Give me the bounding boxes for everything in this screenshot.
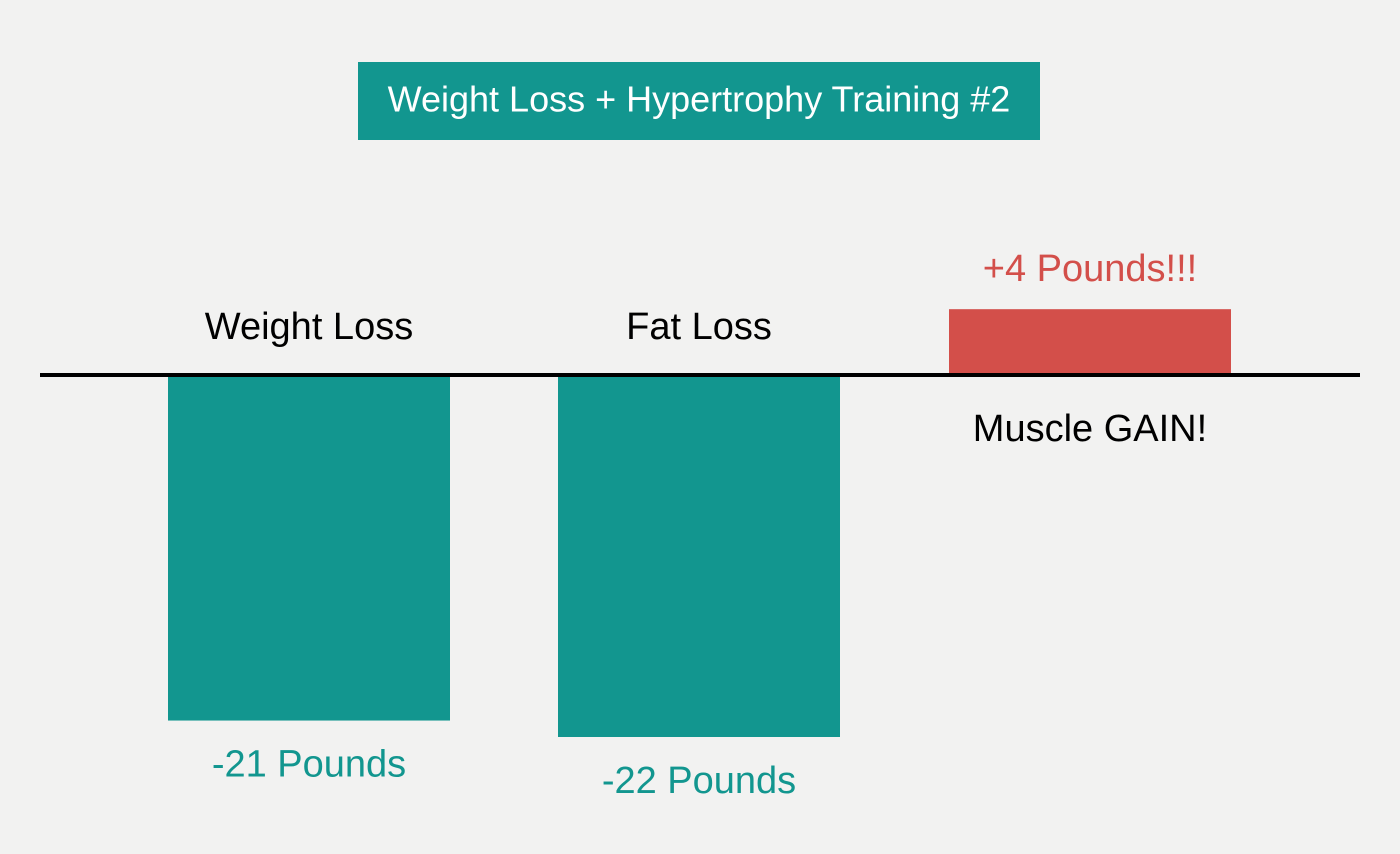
value-label: -21 Pounds: [212, 744, 406, 786]
category-label: Weight Loss: [205, 306, 413, 348]
chart-title: Weight Loss + Hypertrophy Training #2: [388, 79, 1011, 120]
bars: -21 Pounds Weight Loss -22 Pounds Fat Loss +…: [168, 248, 1231, 802]
title-box: [358, 62, 1040, 140]
category-label: Muscle GAIN!: [973, 408, 1207, 450]
category-label: Fat Loss: [626, 306, 772, 348]
bar: [558, 375, 840, 737]
value-label: -22 Pounds: [602, 760, 796, 802]
bar: [949, 309, 1231, 375]
value-label: +4 Pounds!!!: [983, 248, 1197, 290]
bar: [168, 375, 450, 721]
